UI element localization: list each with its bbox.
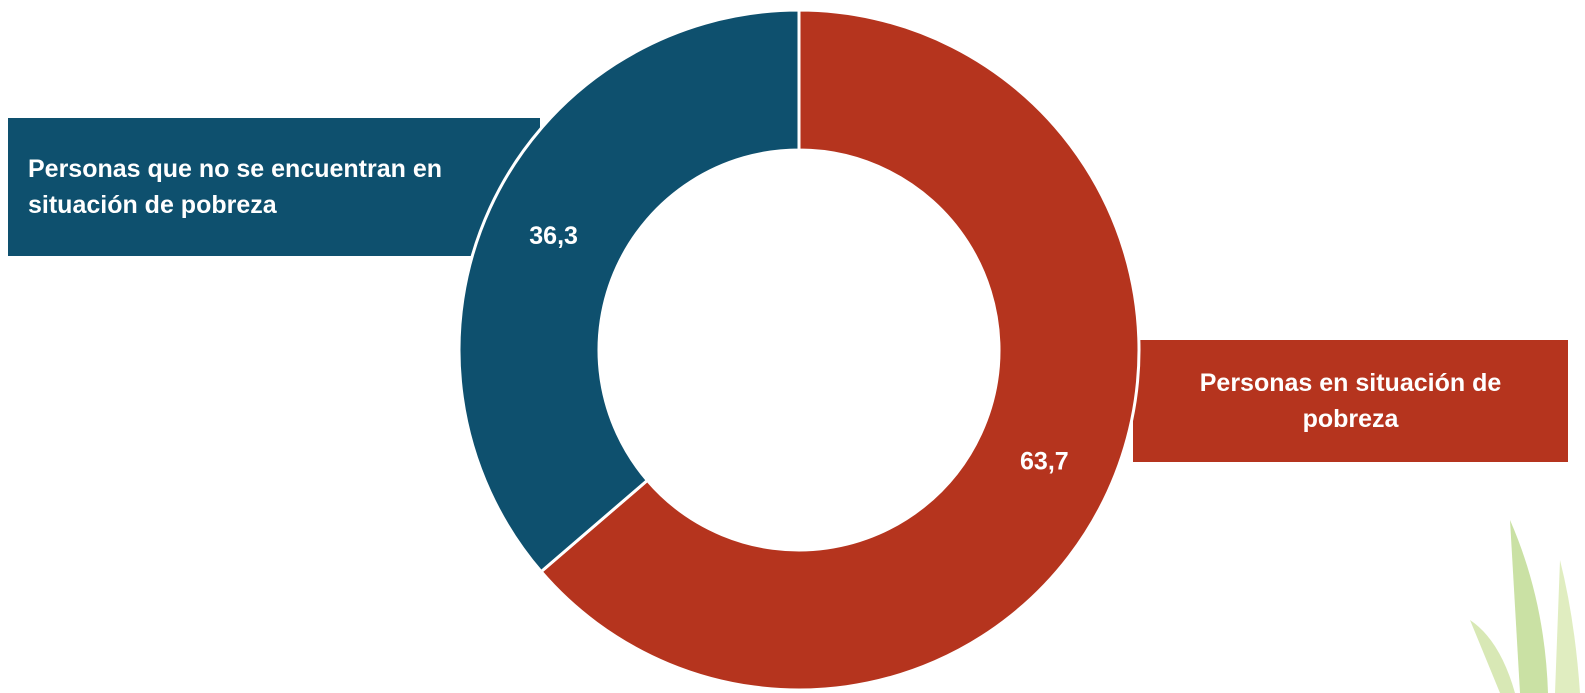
donut-slice: [457, 8, 801, 574]
category-label: Personas que no se encuentran en situaci…: [8, 118, 540, 256]
donut-slice: [539, 8, 1141, 692]
value-label: 36,3: [529, 222, 578, 250]
grass-decoration: [1470, 520, 1580, 693]
value-label: 63,7: [1020, 447, 1069, 475]
category-label: Personas en situación de pobreza: [1133, 340, 1568, 462]
